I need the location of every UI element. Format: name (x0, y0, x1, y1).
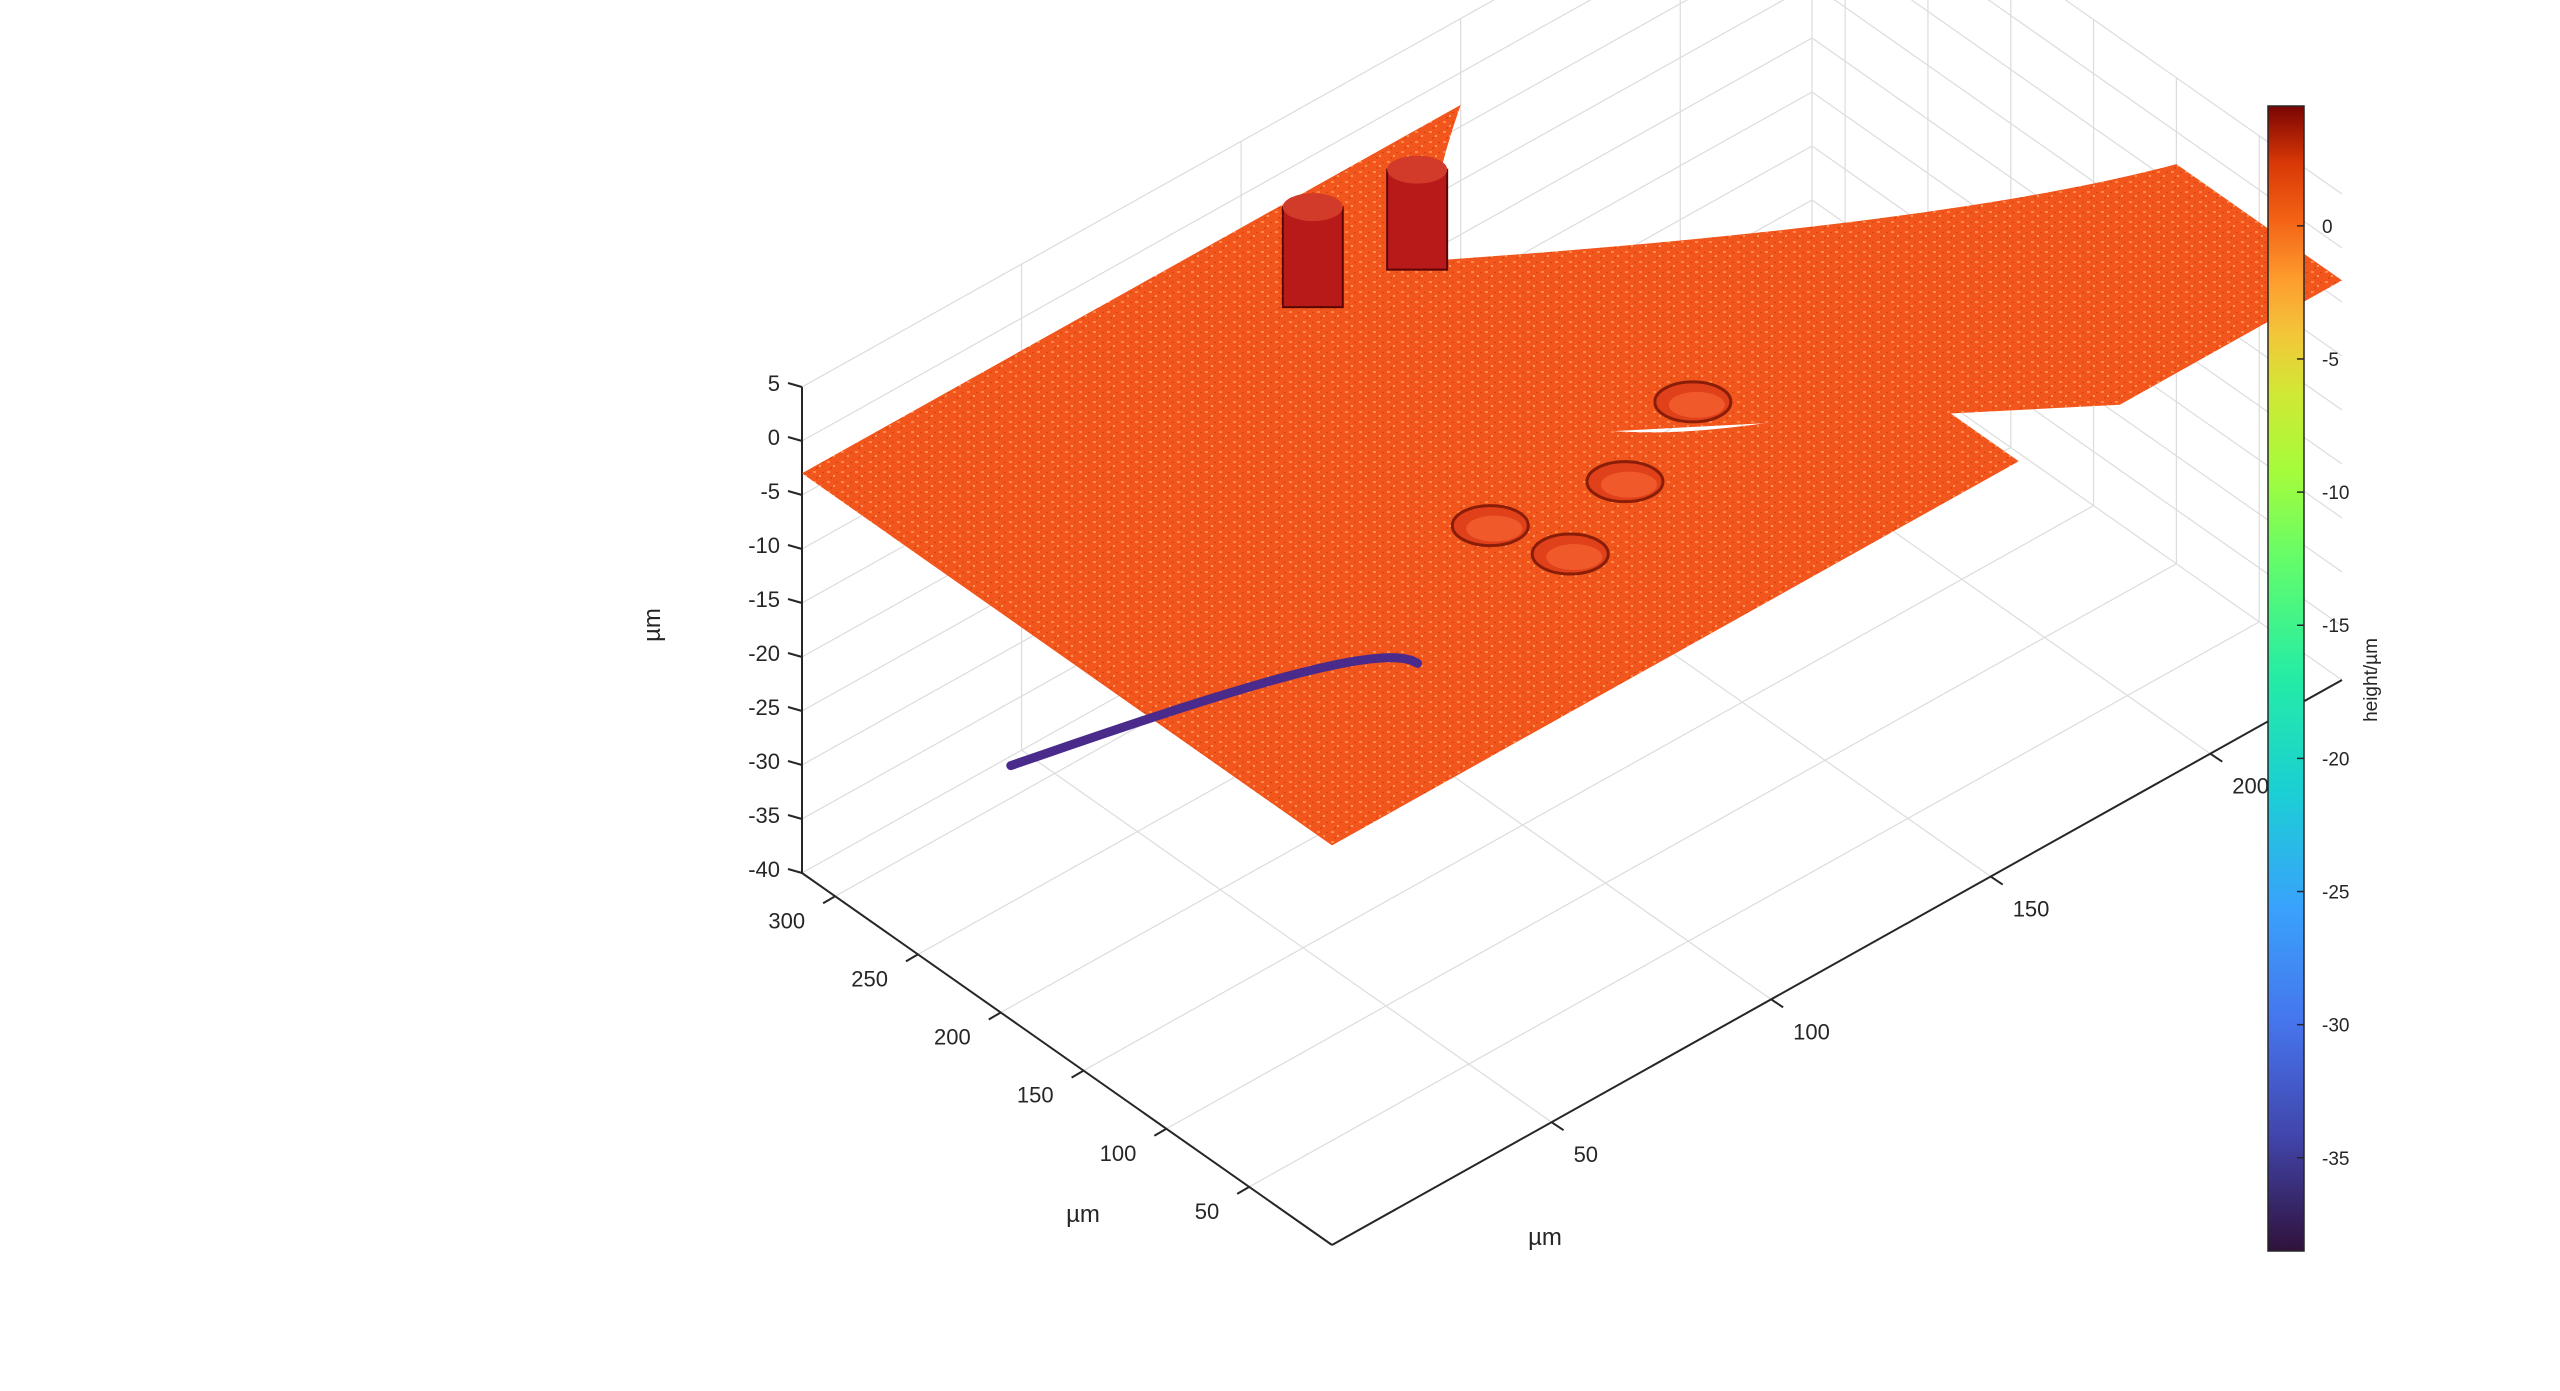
z-tick (787, 868, 803, 874)
x-tick (1153, 1127, 1167, 1137)
z-tick-label: -10 (748, 533, 780, 558)
z-tick-label: -25 (748, 695, 780, 720)
grid-wall-z (1987, 0, 2343, 249)
z-tick-label: -30 (748, 749, 780, 774)
y-tick (1990, 875, 2004, 886)
height-surface (802, 104, 2342, 846)
z-tick-label: -5 (760, 479, 780, 504)
y-tick (2209, 752, 2223, 763)
y-tick (1770, 998, 1784, 1009)
z-tick-label: -15 (748, 587, 780, 612)
x-tick-label: 50 (1195, 1199, 1219, 1224)
colorbar: 0 -5 -10 -15 -20 -25 -30 -35 height/µm (2267, 105, 2382, 1252)
z-tick-label: -35 (748, 803, 780, 828)
x-tick (1071, 1069, 1085, 1079)
y-tick-label: 200 (2232, 774, 2269, 799)
grid-wall-z (2064, 0, 2343, 195)
y-tick-label: 50 (1574, 1142, 1598, 1167)
pit-1-inner (1546, 544, 1603, 571)
colorbar-gradient (2267, 105, 2305, 1252)
y-axis-line (1331, 679, 2343, 1246)
x-axis-line (801, 872, 1333, 1246)
x-tick (905, 953, 919, 963)
colorbar-tick-label: -15 (2322, 616, 2349, 637)
grid-floor-x (1083, 505, 2094, 1072)
z-tick (787, 382, 803, 388)
x-tick-label: 250 (851, 966, 888, 991)
grid-floor-y (1021, 749, 1552, 1123)
x-axis-label: µm (1066, 1201, 1100, 1228)
pillar-top-1 (1282, 193, 1343, 222)
z-tick (787, 652, 803, 658)
colorbar-label: height/µm (2361, 638, 2382, 722)
grid-floor-x (1166, 563, 2177, 1130)
z-tick (787, 436, 803, 442)
pillar-top-2 (1387, 155, 1448, 184)
y-tick-label: 150 (2013, 897, 2050, 922)
x-tick-label: 300 (768, 908, 805, 933)
grid-wall-z (801, 0, 1592, 442)
grid-wall-z (801, 0, 1496, 388)
colorbar-tick-label: -25 (2322, 883, 2349, 904)
z-tick-label: -40 (748, 857, 780, 882)
x-tick (988, 1011, 1002, 1021)
colorbar-tick-label: 0 (2322, 217, 2333, 238)
x-tick-label: 200 (934, 1025, 971, 1050)
x-tick-label: 150 (1017, 1083, 1054, 1108)
colorbar-tick-label: -5 (2322, 350, 2339, 371)
pit-3-inner (1668, 391, 1725, 418)
y-tick (1551, 1121, 1565, 1132)
y-tick-label: 100 (1793, 1019, 1830, 1044)
x-tick-label: 100 (1100, 1141, 1137, 1166)
pit-4-inner (1466, 515, 1523, 542)
grid-floor-x (1248, 621, 2260, 1188)
z-tick (787, 706, 803, 712)
plateau-right (802, 164, 2342, 474)
colorbar-tick-label: -20 (2322, 749, 2349, 770)
colorbar-ticks: 0 -5 -10 -15 -20 -25 -30 -35 (2297, 217, 2349, 1170)
tick-labels: 501001502002503005010015020050-5-10-15-2… (748, 371, 2269, 1224)
colorbar-tick-label: -30 (2322, 1016, 2349, 1037)
pillar-2 (1386, 168, 1449, 271)
z-axis-label: µm (639, 608, 666, 642)
x-tick (1236, 1186, 1250, 1195)
axes (801, 387, 2343, 1246)
pillar-1 (1281, 206, 1344, 309)
y-axis-label: µm (1528, 1224, 1562, 1251)
pit-2-inner (1600, 471, 1657, 498)
plateau-left (802, 104, 2019, 846)
z-tick (787, 760, 803, 766)
deep-floor (1006, 653, 1423, 771)
z-tick (787, 544, 803, 550)
z-tick (787, 490, 803, 496)
colorbar-tick-label: -35 (2322, 1149, 2349, 1170)
z-tick-label: 0 (768, 425, 780, 450)
z-tick-label: -20 (748, 641, 780, 666)
z-tick (787, 814, 803, 820)
z-tick-label: 5 (768, 371, 780, 396)
colorbar-tick-label: -10 (2322, 483, 2349, 504)
x-tick (822, 895, 836, 905)
z-tick (787, 598, 803, 604)
